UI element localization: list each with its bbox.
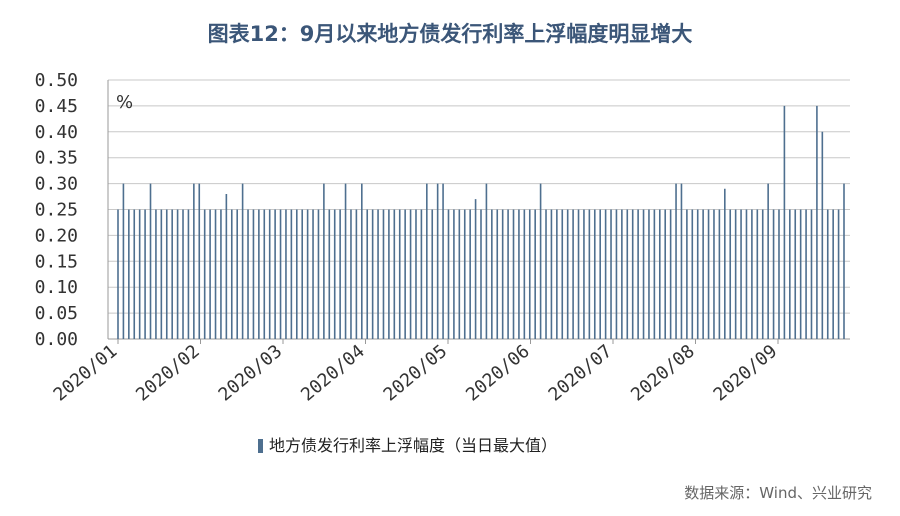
x-tick-label: 2020/08 [627, 341, 699, 406]
x-tick-label: 2020/06 [462, 341, 534, 406]
x-tick-label: 2020/01 [50, 341, 122, 406]
x-axis: 2020/01 2020/02 2020/03 2020/04 2020/05 2020/… [50, 339, 782, 406]
x-tick-label: 2020/03 [215, 341, 287, 406]
x-tick-label: 2020/02 [132, 341, 204, 406]
y-tick-label: 0.25 [35, 200, 78, 221]
y-tick-label: 0.40 [35, 122, 78, 143]
y-tick-label: 0.50 [35, 70, 78, 91]
x-tick-label: 2020/04 [297, 341, 369, 406]
unit-label: % [116, 92, 133, 113]
y-tick-label: 0.20 [35, 225, 78, 246]
source-note: 数据来源：Wind、兴业研究 [684, 484, 872, 502]
y-tick-label: 0.05 [35, 303, 78, 324]
y-tick-label: 0.45 [35, 96, 78, 117]
x-tick-label: 2020/07 [545, 341, 617, 406]
legend-label: 地方债发行利率上浮幅度（当日最大值） [269, 436, 558, 455]
chart-title: 图表12：9月以来地方债发行利率上浮幅度明显增大 [207, 22, 693, 46]
y-tick-label: 0.00 [35, 329, 78, 350]
y-tick-label: 0.15 [35, 251, 78, 272]
x-tick-label: 2020/09 [710, 341, 782, 406]
y-tick-label: 0.30 [35, 174, 78, 195]
y-tick-label: 0.10 [35, 277, 78, 298]
x-tick-label: 2020/05 [380, 341, 452, 406]
legend: 地方债发行利率上浮幅度（当日最大值） [258, 432, 557, 456]
grid-lines [108, 79, 850, 340]
legend-swatch [258, 439, 263, 453]
bars [117, 105, 845, 339]
y-tick-label: 0.35 [35, 148, 78, 169]
